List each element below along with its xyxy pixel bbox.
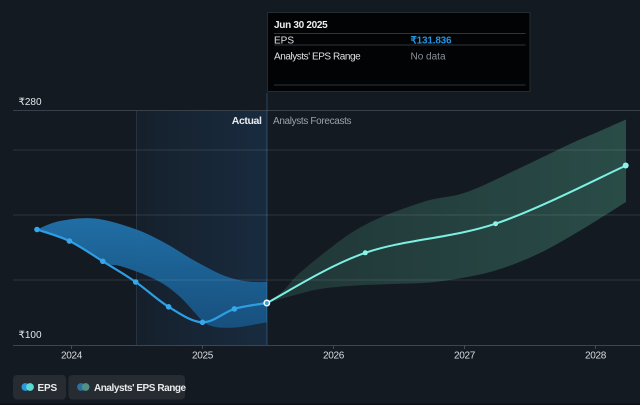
svg-text:No data: No data — [411, 52, 446, 63]
svg-text:Analysts Forecasts: Analysts Forecasts — [273, 116, 352, 127]
svg-text:₹100: ₹100 — [19, 330, 42, 341]
svg-text:2028: 2028 — [585, 351, 607, 362]
svg-text:Analysts' EPS Range: Analysts' EPS Range — [94, 383, 187, 394]
svg-text:Jun 30 2025: Jun 30 2025 — [274, 20, 328, 31]
svg-text:₹280: ₹280 — [19, 97, 42, 108]
svg-text:Analysts' EPS Range: Analysts' EPS Range — [274, 52, 361, 63]
svg-text:2024: 2024 — [61, 351, 83, 362]
svg-text:EPS: EPS — [274, 36, 294, 47]
svg-text:EPS: EPS — [38, 383, 58, 394]
svg-text:₹131.836: ₹131.836 — [411, 36, 453, 47]
svg-text:2025: 2025 — [192, 351, 214, 362]
svg-text:2026: 2026 — [323, 351, 345, 362]
svg-text:Actual: Actual — [232, 115, 262, 127]
svg-text:2027: 2027 — [454, 351, 476, 362]
